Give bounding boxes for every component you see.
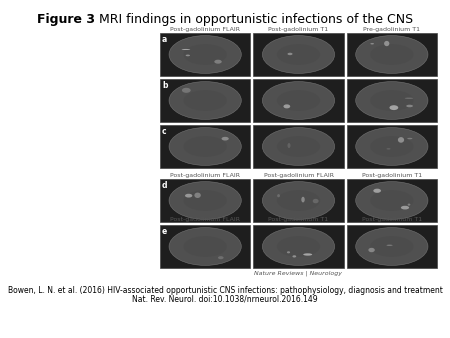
Ellipse shape bbox=[356, 35, 428, 73]
Ellipse shape bbox=[218, 256, 224, 259]
Bar bbox=[346, 79, 437, 122]
Bar bbox=[346, 125, 437, 168]
Ellipse shape bbox=[277, 136, 320, 157]
Ellipse shape bbox=[302, 197, 305, 202]
Ellipse shape bbox=[184, 136, 227, 157]
Text: Figure 3: Figure 3 bbox=[0, 13, 58, 26]
Text: Post-gadolinium T1: Post-gadolinium T1 bbox=[269, 217, 328, 221]
Text: Nat. Rev. Neurol. doi:10.1038/nrneurol.2016.149: Nat. Rev. Neurol. doi:10.1038/nrneurol.2… bbox=[132, 295, 318, 304]
Ellipse shape bbox=[277, 190, 320, 211]
Ellipse shape bbox=[374, 189, 381, 193]
Bar bbox=[253, 225, 344, 268]
Ellipse shape bbox=[356, 227, 428, 265]
Ellipse shape bbox=[287, 251, 290, 254]
Ellipse shape bbox=[277, 90, 320, 111]
Ellipse shape bbox=[370, 136, 414, 157]
Ellipse shape bbox=[194, 193, 201, 198]
Bar bbox=[160, 179, 250, 222]
Ellipse shape bbox=[288, 143, 291, 148]
Ellipse shape bbox=[184, 90, 227, 111]
Ellipse shape bbox=[284, 104, 290, 108]
Bar bbox=[346, 33, 437, 76]
Ellipse shape bbox=[407, 138, 412, 139]
Bar bbox=[253, 179, 344, 222]
Text: Post-gadolinium T1: Post-gadolinium T1 bbox=[362, 173, 422, 178]
Ellipse shape bbox=[313, 199, 319, 203]
Text: Post-gadolinium T1: Post-gadolinium T1 bbox=[269, 27, 328, 32]
Text: Pre-gadolinium T1: Pre-gadolinium T1 bbox=[363, 27, 420, 32]
Ellipse shape bbox=[182, 49, 190, 50]
Bar bbox=[160, 79, 250, 122]
Ellipse shape bbox=[262, 35, 335, 73]
Ellipse shape bbox=[277, 236, 320, 257]
Ellipse shape bbox=[169, 127, 241, 165]
Ellipse shape bbox=[408, 203, 410, 206]
Ellipse shape bbox=[262, 182, 335, 219]
Ellipse shape bbox=[277, 44, 320, 65]
Text: Figure 3: Figure 3 bbox=[37, 13, 95, 26]
Ellipse shape bbox=[288, 53, 292, 55]
Ellipse shape bbox=[262, 127, 335, 165]
Ellipse shape bbox=[369, 248, 375, 252]
Ellipse shape bbox=[370, 43, 374, 45]
Text: Bowen, L. N. et al. (2016) HIV-associated opportunistic CNS infections: pathophy: Bowen, L. N. et al. (2016) HIV-associate… bbox=[8, 286, 442, 295]
Ellipse shape bbox=[186, 54, 190, 56]
Text: Post-gadolinium FLAIR: Post-gadolinium FLAIR bbox=[170, 27, 240, 32]
Ellipse shape bbox=[370, 90, 414, 111]
Ellipse shape bbox=[401, 206, 409, 210]
Bar bbox=[346, 225, 437, 268]
Text: MRI findings in opportunistic infections of the CNS: MRI findings in opportunistic infections… bbox=[95, 13, 413, 26]
Text: e: e bbox=[162, 227, 167, 236]
Bar bbox=[253, 33, 344, 76]
Text: MRI findings in opportunistic infections of the CNS: MRI findings in opportunistic infections… bbox=[0, 13, 318, 26]
Text: d: d bbox=[162, 181, 167, 190]
Bar bbox=[160, 33, 250, 76]
Text: a: a bbox=[162, 35, 167, 44]
Text: Post-gadolinium FLAIR: Post-gadolinium FLAIR bbox=[170, 217, 240, 221]
Text: b: b bbox=[162, 81, 167, 90]
Ellipse shape bbox=[169, 81, 241, 119]
Ellipse shape bbox=[398, 137, 404, 143]
Ellipse shape bbox=[356, 81, 428, 119]
Ellipse shape bbox=[185, 194, 192, 198]
Ellipse shape bbox=[184, 236, 227, 257]
Ellipse shape bbox=[169, 35, 241, 73]
Ellipse shape bbox=[277, 194, 280, 197]
Text: Post-gadolinium T1: Post-gadolinium T1 bbox=[362, 217, 422, 221]
Ellipse shape bbox=[356, 127, 428, 165]
Ellipse shape bbox=[356, 182, 428, 219]
Ellipse shape bbox=[384, 41, 389, 46]
Bar bbox=[253, 79, 344, 122]
Ellipse shape bbox=[169, 227, 241, 265]
Text: Nature Reviews | Neurology: Nature Reviews | Neurology bbox=[255, 270, 342, 275]
Text: c: c bbox=[162, 127, 166, 136]
Text: Post-gadolinium FLAIR: Post-gadolinium FLAIR bbox=[170, 173, 240, 178]
Ellipse shape bbox=[303, 253, 312, 256]
Ellipse shape bbox=[405, 98, 413, 99]
Bar bbox=[160, 225, 250, 268]
Ellipse shape bbox=[182, 88, 191, 93]
Text: Post-gadolinium FLAIR: Post-gadolinium FLAIR bbox=[264, 173, 333, 178]
Ellipse shape bbox=[184, 190, 227, 211]
Ellipse shape bbox=[184, 44, 227, 65]
Ellipse shape bbox=[169, 182, 241, 219]
Ellipse shape bbox=[387, 148, 391, 149]
Ellipse shape bbox=[389, 105, 398, 110]
Ellipse shape bbox=[387, 245, 393, 246]
Ellipse shape bbox=[406, 105, 413, 107]
Ellipse shape bbox=[370, 44, 414, 65]
Ellipse shape bbox=[214, 60, 222, 64]
Bar bbox=[346, 179, 437, 222]
Ellipse shape bbox=[262, 227, 335, 265]
Ellipse shape bbox=[370, 190, 414, 211]
Ellipse shape bbox=[370, 236, 414, 257]
Ellipse shape bbox=[292, 255, 296, 258]
Ellipse shape bbox=[221, 137, 229, 141]
Ellipse shape bbox=[262, 81, 335, 119]
Bar bbox=[253, 125, 344, 168]
Bar bbox=[160, 125, 250, 168]
